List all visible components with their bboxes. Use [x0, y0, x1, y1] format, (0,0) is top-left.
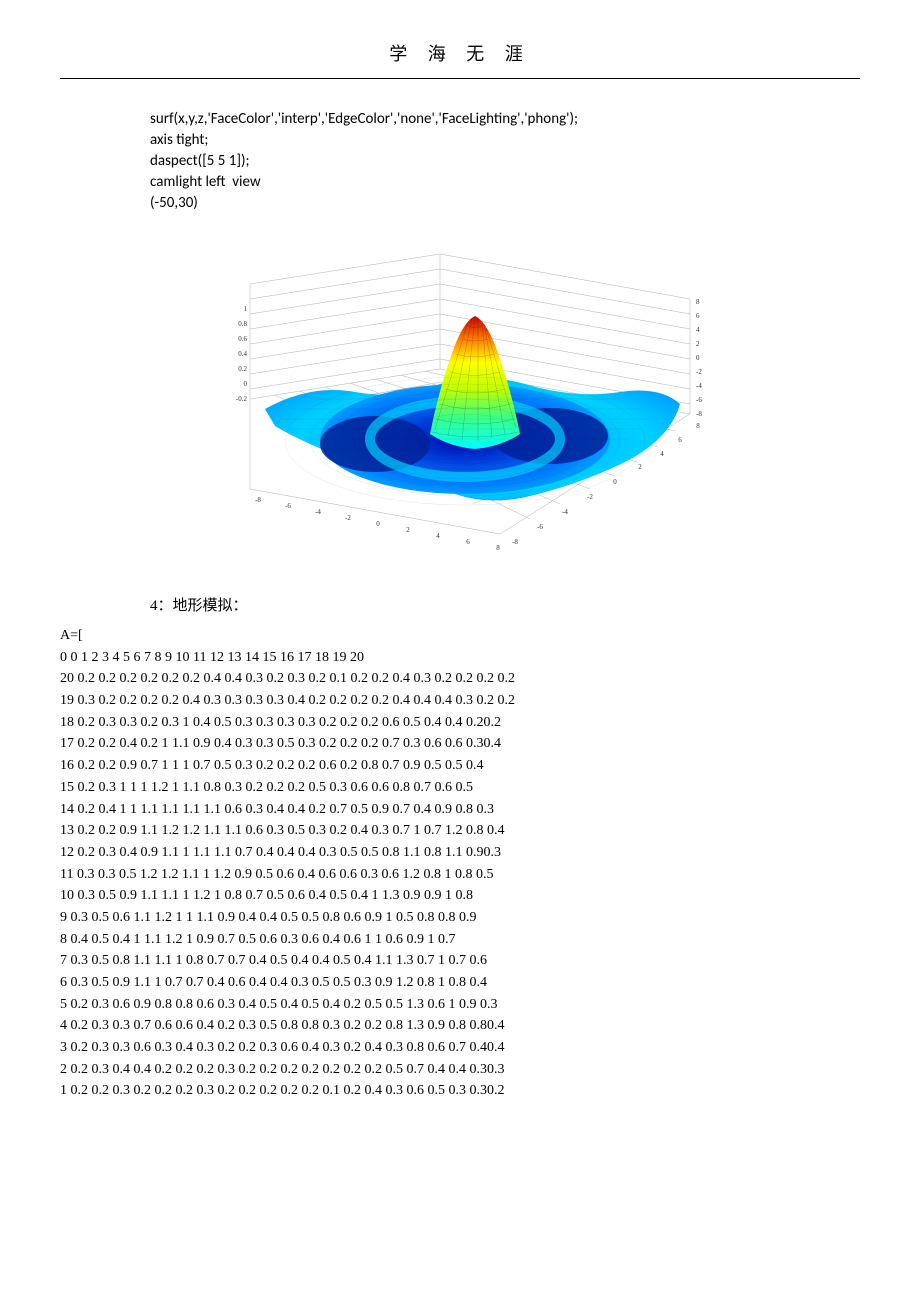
z-axis-labels: -0.2 0 0.2 0.4 0.6 0.8 1 — [236, 305, 248, 403]
side-labels-right: -8 -6 -4 -2 0 2 4 6 8 — [696, 298, 702, 418]
svg-text:-8: -8 — [512, 538, 518, 546]
code-line: axis tight; — [150, 130, 860, 151]
svg-text:-4: -4 — [562, 508, 568, 516]
code-line: surf(x,y,z,'FaceColor','interp','EdgeCol… — [150, 109, 860, 130]
page-header: 学 海 无 涯 — [60, 40, 860, 79]
svg-text:1: 1 — [244, 305, 248, 313]
matrix-row: 0 0 1 2 3 4 5 6 7 8 9 10 11 12 13 14 15 … — [60, 650, 364, 665]
svg-text:-6: -6 — [696, 396, 702, 404]
svg-text:-2: -2 — [345, 514, 351, 522]
matrix-row: 18 0.2 0.3 0.3 0.2 0.3 1 0.4 0.5 0.3 0.3… — [60, 715, 501, 730]
code-line: (-50,30) — [150, 193, 860, 214]
matrix-row: 14 0.2 0.4 1 1 1.1 1.1 1.1 1.1 0.6 0.3 0… — [60, 802, 494, 817]
svg-text:0: 0 — [613, 478, 617, 486]
svg-text:-6: -6 — [537, 523, 543, 531]
matrix-row: 13 0.2 0.2 0.9 1.1 1.2 1.2 1.1 1.1 0.6 0… — [60, 823, 505, 838]
matrix-row: 8 0.4 0.5 0.4 1 1.1 1.2 1 0.9 0.7 0.5 0.… — [60, 932, 456, 947]
svg-text:0: 0 — [376, 520, 380, 528]
svg-text:0: 0 — [696, 354, 700, 362]
matrix-row: 11 0.3 0.3 0.5 1.2 1.2 1.1 1 1.2 0.9 0.5… — [60, 867, 493, 882]
svg-text:-4: -4 — [315, 508, 321, 516]
matrix-row: 10 0.3 0.5 0.9 1.1 1.1 1 1.2 1 0.8 0.7 0… — [60, 888, 473, 903]
matrix-data: A=[ 0 0 1 2 3 4 5 6 7 8 9 10 11 12 13 14… — [60, 625, 860, 1102]
svg-text:8: 8 — [696, 422, 700, 430]
matrix-row: 4 0.2 0.3 0.3 0.7 0.6 0.6 0.4 0.2 0.3 0.… — [60, 1018, 505, 1033]
matrix-row: 6 0.3 0.5 0.9 1.1 1 0.7 0.7 0.4 0.6 0.4 … — [60, 975, 487, 990]
svg-text:-0.2: -0.2 — [236, 395, 248, 403]
matrix-row: 1 0.2 0.2 0.3 0.2 0.2 0.2 0.3 0.2 0.2 0.… — [60, 1083, 505, 1098]
svg-text:2: 2 — [696, 340, 700, 348]
svg-text:0.8: 0.8 — [238, 320, 247, 328]
svg-text:6: 6 — [466, 538, 470, 546]
matrix-row: 3 0.2 0.3 0.3 0.6 0.3 0.4 0.3 0.2 0.2 0.… — [60, 1040, 505, 1055]
svg-text:-8: -8 — [696, 410, 702, 418]
matrix-row: 15 0.2 0.3 1 1 1 1.2 1 1.1 0.8 0.3 0.2 0… — [60, 780, 473, 795]
svg-text:4: 4 — [696, 326, 700, 334]
section-title: 4：地形模拟： — [150, 594, 860, 615]
surface-body — [265, 316, 680, 505]
svg-text:0.6: 0.6 — [238, 335, 247, 343]
svg-text:0.2: 0.2 — [238, 365, 247, 373]
matrix-row: 5 0.2 0.3 0.6 0.9 0.8 0.8 0.6 0.3 0.4 0.… — [60, 997, 498, 1012]
svg-text:6: 6 — [678, 436, 682, 444]
svg-text:4: 4 — [660, 450, 664, 458]
svg-text:2: 2 — [638, 463, 642, 471]
svg-text:6: 6 — [696, 312, 700, 320]
surface-chart-container: -0.2 0 0.2 0.4 0.6 0.8 1 — [60, 244, 860, 554]
matrix-row: 17 0.2 0.2 0.4 0.2 1 1.1 0.9 0.4 0.3 0.3… — [60, 736, 501, 751]
svg-text:-8: -8 — [255, 496, 261, 504]
matrix-row: 19 0.3 0.2 0.2 0.2 0.2 0.4 0.3 0.3 0.3 0… — [60, 693, 515, 708]
matrix-row: 20 0.2 0.2 0.2 0.2 0.2 0.2 0.4 0.4 0.3 0… — [60, 671, 515, 686]
matrix-name: A=[ — [60, 628, 83, 643]
svg-text:-6: -6 — [285, 502, 291, 510]
svg-text:8: 8 — [696, 298, 700, 306]
matrix-row: 7 0.3 0.5 0.8 1.1 1.1 1 0.8 0.7 0.7 0.4 … — [60, 953, 487, 968]
matrix-row: 12 0.2 0.3 0.4 0.9 1.1 1 1.1 1.1 0.7 0.4… — [60, 845, 501, 860]
svg-text:4: 4 — [436, 532, 440, 540]
svg-text:-2: -2 — [696, 368, 702, 376]
code-line: camlight left view — [150, 172, 860, 193]
matrix-row: 2 0.2 0.3 0.4 0.4 0.2 0.2 0.2 0.3 0.2 0.… — [60, 1062, 505, 1077]
svg-text:2: 2 — [406, 526, 410, 534]
surface-chart: -0.2 0 0.2 0.4 0.6 0.8 1 — [180, 244, 740, 554]
svg-text:-2: -2 — [587, 493, 593, 501]
floor-labels-left: -8 -6 -4 -2 0 2 4 6 8 — [255, 496, 500, 552]
matrix-row: 9 0.3 0.5 0.6 1.1 1.2 1 1 1.1 0.9 0.4 0.… — [60, 910, 477, 925]
matrix-row: 16 0.2 0.2 0.9 0.7 1 1 1 0.7 0.5 0.3 0.2… — [60, 758, 484, 773]
svg-text:0.4: 0.4 — [238, 350, 247, 358]
svg-text:0: 0 — [244, 380, 248, 388]
svg-text:8: 8 — [496, 544, 500, 552]
code-block: surf(x,y,z,'FaceColor','interp','EdgeCol… — [150, 109, 860, 214]
code-line: daspect([5 5 1]); — [150, 151, 860, 172]
svg-text:-4: -4 — [696, 382, 702, 390]
